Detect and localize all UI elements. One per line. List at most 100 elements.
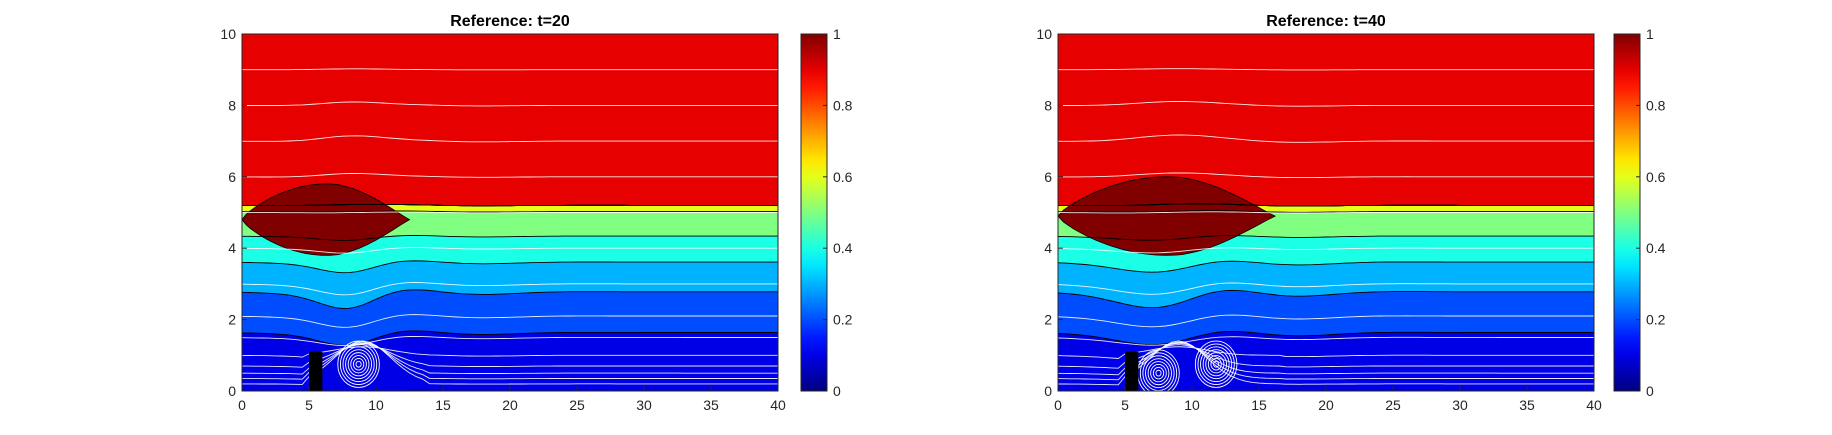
colorbar bbox=[800, 33, 828, 392]
vortex-1-ring-1 bbox=[1155, 369, 1162, 377]
x-tick-label-0: 0 bbox=[238, 397, 246, 413]
colorbar-tick-label-5: 1 bbox=[833, 26, 841, 42]
vortex-2-ring-8 bbox=[1194, 340, 1238, 388]
vortex-1-ring-5 bbox=[1145, 358, 1172, 389]
chart-panel-2: 0 5 10 15 20 25 30 35 40 0 2 4 6 8 10 Reference: t=40 0 0… bbox=[1036, 13, 1665, 413]
contour-line-lower-3 bbox=[242, 289, 778, 309]
vortex-2-ring-3 bbox=[1207, 355, 1225, 374]
streamline-4 bbox=[242, 344, 778, 368]
streamline-8 bbox=[1058, 282, 1594, 295]
y-tick-label-1: 2 bbox=[1044, 312, 1052, 328]
streamline-11 bbox=[242, 173, 778, 178]
streamline-6 bbox=[242, 335, 778, 347]
y-tick-label-5: 10 bbox=[1036, 26, 1052, 42]
vortex-2-ring-2 bbox=[1210, 357, 1222, 371]
vortex-2-ring-4 bbox=[1205, 352, 1227, 377]
vortex-1-ring-5 bbox=[345, 349, 373, 380]
streamline-14 bbox=[1058, 68, 1594, 71]
streamline-8 bbox=[242, 282, 778, 296]
contour-line-upper-10 bbox=[242, 203, 778, 207]
band-9 bbox=[1058, 34, 1594, 206]
vortex-1-ring-2 bbox=[352, 357, 365, 371]
streamline-11 bbox=[1058, 172, 1594, 179]
contour-line-lower-2 bbox=[242, 330, 778, 346]
x-tick-label-4: 20 bbox=[502, 397, 518, 413]
chart-title: Reference: t=20 bbox=[450, 13, 570, 30]
y-tick-label-3: 6 bbox=[228, 169, 236, 185]
contour-line-lower-5 bbox=[242, 235, 778, 241]
colorbar-tick-label-1: 0.2 bbox=[833, 312, 853, 328]
contour-line-lower-5 bbox=[1058, 235, 1594, 241]
x-tick-label-3: 15 bbox=[1251, 397, 1267, 413]
x-tick-label-5: 25 bbox=[569, 397, 585, 413]
streamline-1 bbox=[242, 340, 778, 385]
vortex-1-ring-1 bbox=[355, 360, 362, 368]
plot-area bbox=[1058, 34, 1594, 391]
streamline-9 bbox=[1058, 247, 1594, 254]
vortex-2-ring-1 bbox=[1213, 360, 1220, 368]
streamline-14 bbox=[242, 68, 778, 71]
streamline-5 bbox=[1058, 346, 1594, 359]
contour-line-lower-6 bbox=[1058, 210, 1594, 213]
colorbar-tick-label-0: 0 bbox=[833, 383, 841, 399]
obstacle bbox=[309, 351, 323, 391]
vortex-1-ring-3 bbox=[350, 355, 367, 374]
colorbar-tick-label-0: 0 bbox=[1646, 383, 1654, 399]
x-tick-label-1: 5 bbox=[1121, 397, 1129, 413]
streamline-2 bbox=[242, 341, 778, 380]
y-tick-label-0: 0 bbox=[228, 383, 236, 399]
streamline-13 bbox=[1058, 101, 1594, 107]
x-tick-label-2: 10 bbox=[368, 397, 384, 413]
x-tick-label-4: 20 bbox=[1318, 397, 1334, 413]
y-tick-label-0: 0 bbox=[1044, 383, 1052, 399]
streamline-2 bbox=[1058, 341, 1594, 381]
y-tick-label-2: 4 bbox=[1044, 240, 1052, 256]
vortex-2-ring-6 bbox=[1200, 346, 1233, 383]
x-tick-label-3: 15 bbox=[435, 397, 451, 413]
y-tick-label-3: 6 bbox=[1044, 169, 1052, 185]
streamline-7 bbox=[242, 314, 778, 328]
obstacle bbox=[1125, 351, 1139, 391]
vortex-1-ring-2 bbox=[1152, 366, 1165, 380]
x-tick-label-7: 35 bbox=[703, 397, 719, 413]
chart-title: Reference: t=40 bbox=[1266, 13, 1386, 30]
colorbar-tick-label-5: 1 bbox=[1646, 26, 1654, 42]
vortex-2-ring-7 bbox=[1197, 343, 1235, 385]
vortex-1-ring-6 bbox=[342, 346, 375, 383]
contour-line-lower-6 bbox=[242, 210, 778, 213]
x-tick-label-7: 35 bbox=[1519, 397, 1535, 413]
x-tick-label-1: 5 bbox=[305, 397, 313, 413]
streamline-12 bbox=[1058, 134, 1594, 143]
band-9 bbox=[242, 34, 778, 206]
contour-line-lower-3 bbox=[1058, 289, 1594, 309]
vortex-1-ring-7 bbox=[1139, 352, 1178, 391]
vortex-1-ring-4 bbox=[1147, 361, 1170, 386]
x-tick-label-8: 40 bbox=[770, 397, 786, 413]
chart-panel-1: 0 5 10 15 20 25 30 35 40 0 2 4 6 8 10 Reference: t=20 0 0… bbox=[220, 13, 852, 413]
colorbar bbox=[1613, 33, 1641, 392]
x-tick-label-5: 25 bbox=[1385, 397, 1401, 413]
colorbar-tick-label-3: 0.6 bbox=[833, 169, 853, 185]
x-tick-label-2: 10 bbox=[1184, 397, 1200, 413]
contour-line-lower-4 bbox=[242, 260, 778, 274]
streamline-12 bbox=[242, 135, 778, 143]
streamline-9 bbox=[242, 247, 778, 254]
streamline-3 bbox=[242, 342, 778, 375]
x-tick-label-6: 30 bbox=[1452, 397, 1468, 413]
max-region bbox=[242, 183, 411, 256]
colorbar-tick-label-4: 0.8 bbox=[1646, 97, 1666, 113]
y-tick-label-2: 4 bbox=[228, 240, 236, 256]
vortex-1-ring-7 bbox=[339, 343, 378, 385]
streamline-6 bbox=[1058, 336, 1594, 346]
y-tick-label-5: 10 bbox=[220, 26, 236, 42]
colorbar-tick-label-2: 0.4 bbox=[833, 240, 853, 256]
contour-line-lower-4 bbox=[1058, 260, 1594, 273]
streamline-7 bbox=[1058, 314, 1594, 328]
colorbar-tick-label-2: 0.4 bbox=[1646, 240, 1666, 256]
y-tick-label-4: 8 bbox=[1044, 97, 1052, 113]
vortex-1-ring-8 bbox=[337, 340, 380, 388]
x-tick-label-6: 30 bbox=[636, 397, 652, 413]
colorbar-tick-label-1: 0.2 bbox=[1646, 312, 1666, 328]
colorbar-tick-label-3: 0.6 bbox=[1646, 169, 1666, 185]
